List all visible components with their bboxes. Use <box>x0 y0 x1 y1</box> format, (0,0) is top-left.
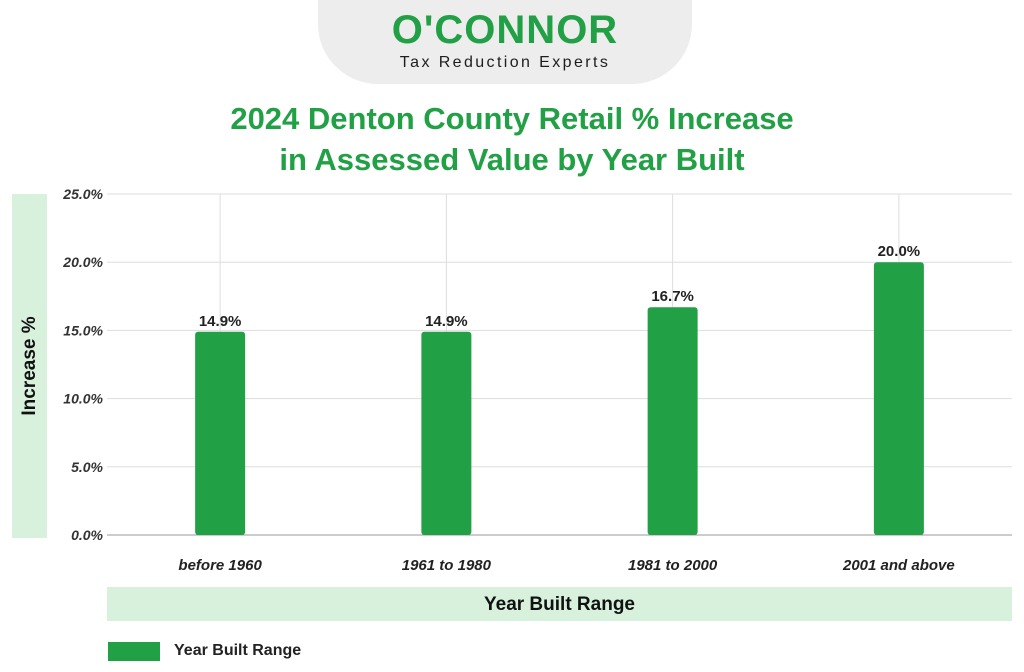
legend-label: Year Built Range <box>174 642 302 659</box>
x-axis-label: Year Built Range <box>484 594 635 615</box>
logo-banner: O'CONNOR Tax Reduction Experts <box>318 0 692 84</box>
bars <box>195 262 924 535</box>
logo-tagline: Tax Reduction Experts <box>399 54 611 71</box>
y-tick-label-1: 5.0% <box>71 459 103 475</box>
chart-title-line-2: in Assessed Value by Year Built <box>279 142 745 177</box>
bar-0 <box>195 331 246 535</box>
x-tick-label-1: 1961 to 1980 <box>402 557 492 574</box>
data-label-2: 16.7% <box>651 288 694 305</box>
y-axis-label-band <box>12 194 47 538</box>
bar-2 <box>647 307 698 535</box>
y-tick-label-5: 25.0% <box>62 186 103 202</box>
bar-3 <box>873 262 924 535</box>
y-tick-labels: 0.0% 5.0% 10.0% 15.0% 20.0% 25.0% <box>62 186 103 543</box>
y-tick-label-4: 20.0% <box>62 254 103 270</box>
y-tick-label-2: 10.0% <box>63 391 103 407</box>
bar-1 <box>421 331 472 535</box>
data-label-1: 14.9% <box>425 313 468 330</box>
x-axis-label-band: Year Built Range <box>107 587 1012 621</box>
y-tick-label-3: 15.0% <box>63 322 103 338</box>
legend-swatch <box>108 642 160 661</box>
x-tick-label-0: before 1960 <box>178 557 262 574</box>
data-label-3: 20.0% <box>878 243 921 260</box>
x-tick-labels: before 1960 1961 to 1980 1981 to 2000 2001 … <box>178 557 954 574</box>
logo-wordmark: O'CONNOR <box>391 8 619 52</box>
chart-title: 2024 Denton County Retail % Increase in … <box>0 98 1024 180</box>
chart-title-line-1: 2024 Denton County Retail % Increase <box>230 101 794 136</box>
y-tick-label-0: 0.0% <box>71 527 103 543</box>
data-label-0: 14.9% <box>199 313 242 330</box>
data-labels: 14.9% 14.9% 16.7% 20.0% <box>199 243 920 330</box>
x-tick-label-2: 1981 to 2000 <box>628 557 718 574</box>
x-tick-label-3: 2001 and above <box>842 557 955 574</box>
